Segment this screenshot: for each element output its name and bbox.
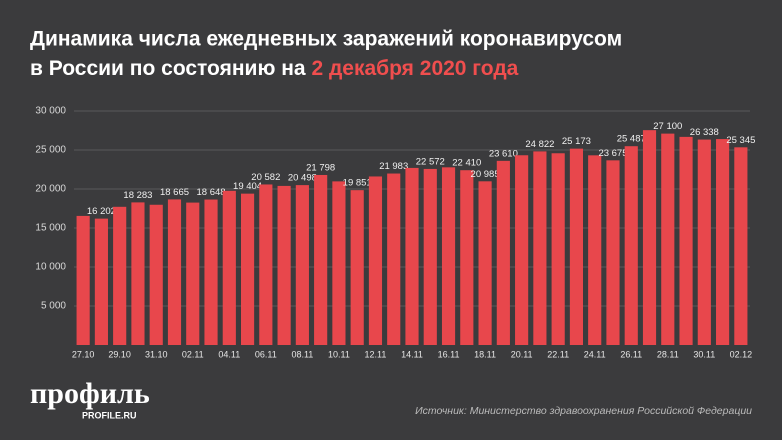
bar — [716, 139, 730, 345]
bar — [350, 190, 364, 345]
x-tick-label: 26.11 — [620, 349, 642, 359]
bar — [642, 130, 657, 345]
x-tick-label: 22.11 — [547, 349, 569, 359]
bar — [569, 148, 584, 345]
value-label: 22 410 — [452, 158, 481, 169]
x-tick-label: 16.11 — [438, 349, 460, 359]
x-tick-label: 12.11 — [365, 349, 387, 359]
value-label: 19 404 — [233, 181, 262, 192]
value-label: 20 985 — [471, 169, 500, 180]
x-tick-label: 30.11 — [693, 349, 715, 359]
bar — [94, 218, 108, 345]
logo-sub: PROFILE.RU — [82, 410, 137, 420]
value-label: 20 582 — [251, 172, 280, 183]
y-tick-label: 25 000 — [35, 145, 66, 156]
value-label: 18 665 — [160, 187, 189, 198]
bar — [149, 204, 163, 345]
value-label: 16 202 — [87, 206, 116, 217]
value-label: 25 487 — [617, 134, 646, 145]
bar — [332, 181, 346, 345]
logo: профиль — [30, 377, 150, 410]
bar — [679, 136, 693, 345]
bar — [113, 206, 127, 345]
x-tick-label: 28.11 — [657, 349, 679, 359]
bar — [131, 202, 145, 345]
title-highlight: 2 декабря 2020 года — [311, 57, 518, 80]
x-tick-label: 24.11 — [584, 349, 606, 359]
bar — [295, 185, 309, 345]
bar — [515, 155, 529, 345]
bar — [697, 139, 711, 345]
bar — [496, 160, 510, 345]
bar — [259, 184, 273, 345]
x-tick-label: 31.10 — [145, 349, 168, 359]
y-tick-label: 20 000 — [35, 184, 66, 195]
bar — [240, 193, 255, 345]
x-tick-label: 29.10 — [108, 349, 131, 359]
bar — [734, 147, 748, 345]
value-label: 21 798 — [306, 162, 335, 173]
bar — [222, 190, 236, 345]
bar — [606, 160, 620, 345]
x-tick-label: 04.11 — [218, 349, 240, 359]
bar — [314, 174, 328, 345]
x-tick-label: 06.11 — [255, 349, 277, 359]
value-label: 27 100 — [653, 121, 682, 132]
x-tick-label: 18.11 — [474, 349, 496, 359]
x-tick-label: 10.11 — [328, 349, 350, 359]
bar — [167, 199, 182, 345]
y-tick-label: 30 000 — [35, 106, 66, 117]
title-line: в России по состоянию на — [30, 57, 306, 80]
bar — [478, 181, 492, 345]
bar — [186, 202, 200, 345]
value-label: 19 851 — [343, 178, 372, 189]
chart-title: в России по состоянию на 2 декабря 2020 … — [30, 57, 519, 80]
value-label: 18 283 — [123, 190, 152, 201]
bar — [204, 199, 218, 345]
value-label: 23 675 — [598, 148, 627, 159]
x-tick-label: 02.11 — [182, 349, 204, 359]
value-label: 25 345 — [726, 135, 755, 146]
bar — [624, 146, 638, 345]
x-tick-label: 08.11 — [291, 349, 313, 359]
value-label: 22 572 — [416, 156, 445, 167]
bar — [368, 176, 383, 345]
bar — [661, 133, 675, 345]
chart-title: Динамика числа ежедневных заражений коро… — [30, 28, 622, 51]
bar — [405, 167, 419, 345]
bar — [277, 185, 291, 345]
x-tick-label: 20.11 — [511, 349, 533, 359]
bar — [460, 170, 474, 345]
bar — [423, 168, 437, 345]
bar — [588, 155, 602, 345]
value-label: 18 648 — [196, 187, 225, 198]
bar — [441, 167, 456, 345]
value-label: 26 338 — [690, 127, 719, 138]
value-label: 23 610 — [489, 148, 518, 159]
bar — [533, 151, 547, 345]
y-tick-label: 10 000 — [35, 262, 66, 273]
y-tick-label: 5 000 — [41, 301, 66, 312]
x-tick-label: 14.11 — [401, 349, 423, 359]
bar — [551, 153, 565, 345]
value-label: 20 498 — [288, 173, 317, 184]
bar — [387, 173, 401, 345]
y-tick-label: 15 000 — [35, 223, 66, 234]
x-tick-label: 27.10 — [72, 349, 95, 359]
x-tick-label: 02.12 — [730, 349, 753, 359]
value-label: 21 983 — [379, 161, 408, 172]
source: Источник: Министерство здравоохранения Р… — [415, 405, 752, 417]
value-label: 24 822 — [525, 139, 554, 150]
bar — [76, 215, 90, 345]
value-label: 25 173 — [562, 136, 591, 147]
